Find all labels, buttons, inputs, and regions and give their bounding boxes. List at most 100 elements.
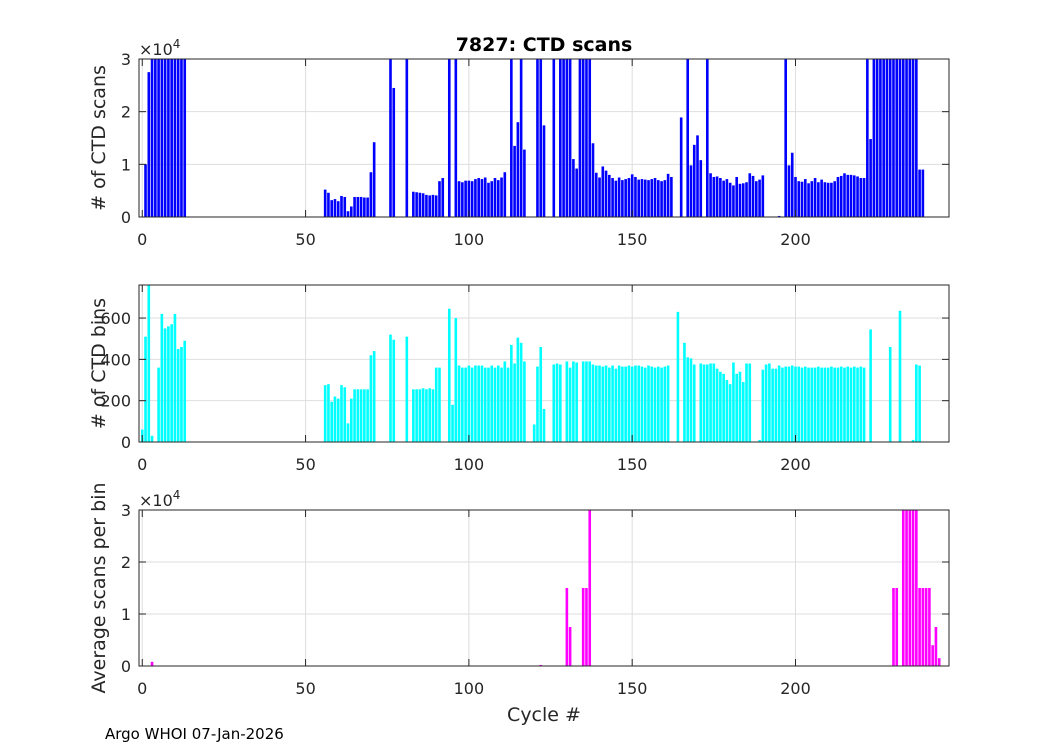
panel2-bar	[843, 367, 846, 442]
panel2-bar	[539, 346, 543, 442]
panel1-bar	[738, 183, 742, 217]
panel2-bar	[483, 367, 487, 442]
panel2-bar	[621, 366, 624, 442]
panel2-bar	[898, 310, 902, 442]
panel2-bar	[911, 439, 915, 442]
panel1-bar	[591, 143, 595, 217]
panel1-axes-box	[138, 58, 950, 218]
panel2-bar	[581, 361, 585, 442]
panel1-bar	[803, 179, 807, 217]
panel1-bar	[807, 183, 810, 217]
panel3-x-tick-label: 150	[617, 679, 648, 698]
panel2-bar	[163, 328, 167, 442]
panel1-x-tick-label: 0	[137, 230, 147, 249]
panel1-bar	[176, 59, 180, 217]
panel1-y-tick-label: 2	[121, 103, 131, 122]
panel1-bar	[862, 178, 866, 217]
panel1-bar	[349, 206, 353, 217]
panel1-bar	[908, 59, 912, 217]
panel1-bar	[866, 59, 869, 217]
panel2-bar	[572, 361, 575, 442]
panel1-bar	[568, 59, 572, 217]
panel1-bar	[160, 59, 164, 217]
panel2-bar	[536, 366, 539, 442]
panel2-bar	[327, 384, 330, 442]
panel2-bar	[425, 389, 428, 442]
panel1-bar	[474, 179, 477, 217]
panel1-bar	[336, 201, 340, 217]
panel1-bar	[898, 59, 902, 217]
panel1-bar	[653, 178, 657, 217]
panel2-bar	[591, 364, 595, 442]
panel1-bar	[359, 196, 363, 217]
panel2-bar	[817, 366, 820, 442]
panel1-y-tick-label: 1	[121, 155, 131, 174]
panel2-bar	[470, 367, 474, 442]
panel2-bar	[167, 326, 170, 442]
panel2-bar	[516, 337, 520, 442]
panel1-bar	[363, 197, 366, 217]
panel3-x-tick-label: 0	[137, 679, 147, 698]
panel1-bar	[901, 59, 905, 217]
panel1-bar	[405, 59, 409, 217]
panel1-bar	[839, 175, 843, 217]
panel2-bar	[323, 385, 327, 442]
panel2-bar	[144, 336, 147, 442]
panel1-bar	[163, 59, 167, 217]
panel2-bar	[480, 365, 484, 442]
panel1-bar	[510, 59, 513, 217]
panel3-bar	[150, 661, 154, 666]
panel1-bar	[415, 192, 418, 217]
panel1-bar	[761, 175, 765, 217]
panel2-bar	[493, 367, 497, 442]
panel1-bar	[490, 181, 494, 217]
panel1-bar	[513, 145, 516, 217]
panel1-bar	[572, 159, 575, 217]
panel1-bar	[660, 181, 663, 217]
panel2-bar	[657, 366, 660, 442]
panel2-bar	[833, 367, 836, 442]
panel2-bar	[464, 367, 467, 442]
panel2-bar	[683, 342, 686, 442]
panel1-bar	[601, 166, 605, 217]
panel3-bar	[565, 588, 569, 666]
panel1-bar	[180, 59, 183, 217]
panel1-bar	[147, 72, 151, 218]
panel1-bar	[447, 59, 451, 217]
panel1-bar	[441, 178, 445, 217]
panel2-bar	[768, 363, 771, 442]
panel2-bar	[781, 367, 784, 442]
panel1-bar	[346, 211, 350, 217]
panel1-bar	[777, 215, 781, 217]
panel1-bar	[470, 181, 474, 217]
panel2-bar	[575, 362, 578, 442]
panel2-bar	[372, 351, 376, 442]
panel2-bar	[715, 368, 719, 442]
panel2-bar	[745, 363, 748, 442]
panel2-bar	[421, 388, 425, 442]
panel2-bar	[634, 365, 637, 442]
panel1-bar	[330, 200, 334, 217]
panel2-bar	[369, 355, 373, 442]
panel1-bar	[706, 59, 709, 217]
panel2-bar	[503, 361, 507, 442]
panel1-bar	[692, 144, 696, 217]
panel1-bar	[915, 59, 918, 217]
panel1-bar	[581, 59, 585, 217]
panel1-bar	[323, 189, 327, 217]
panel1-bar	[578, 59, 582, 217]
panel1-bar	[712, 176, 716, 217]
panel2-bar	[392, 339, 396, 442]
panel2-x-tick-label: 50	[295, 455, 315, 474]
panel2-bar	[856, 367, 859, 442]
panel1-bar	[428, 195, 431, 217]
panel1-bar	[833, 181, 836, 217]
panel2-bar	[719, 371, 722, 442]
panel1-bar	[754, 181, 758, 217]
panel2-bar	[888, 346, 892, 442]
panel1-bar	[425, 194, 428, 217]
panel2-bar	[160, 313, 164, 442]
panel3-bar	[908, 510, 912, 666]
panel2-bar	[839, 366, 843, 442]
panel2-bar	[823, 367, 827, 442]
